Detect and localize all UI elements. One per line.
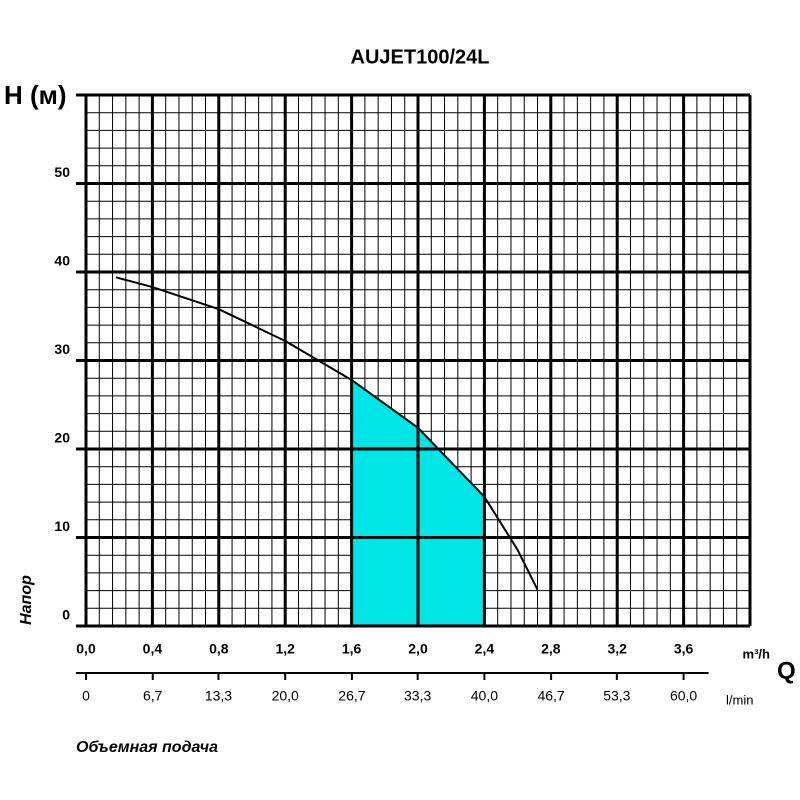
x2-tick-label: 53,3 xyxy=(603,688,630,704)
y-tick-label: 0 xyxy=(62,607,70,623)
x-caption: Объемная подача xyxy=(76,739,218,756)
x-tick-label: 0,4 xyxy=(143,641,163,657)
x-tick-label: 3,2 xyxy=(607,641,627,657)
chart-title: AUJET100/24L xyxy=(351,46,490,68)
y-tick-label: 30 xyxy=(54,341,70,357)
x-tick-label: 2,0 xyxy=(408,641,428,657)
x2-tick-label: 6,7 xyxy=(143,688,163,704)
x2-tick-label: 60,0 xyxy=(670,688,697,704)
x-unit: m³/h xyxy=(743,646,771,661)
x-tick-label: 0,0 xyxy=(76,641,96,657)
x2-tick-label: 46,7 xyxy=(537,688,564,704)
x-tick-label: 0,8 xyxy=(209,641,229,657)
y-tick-label: 20 xyxy=(54,430,70,446)
x2-tick-label: 40,0 xyxy=(471,688,498,704)
y-axis-label: H (м) xyxy=(4,80,67,110)
x2-tick-label: 20,0 xyxy=(272,688,299,704)
x2-tick-label: 33,3 xyxy=(404,688,431,704)
x-tick-label: 2,4 xyxy=(475,641,495,657)
x2-tick-label: 13,3 xyxy=(205,688,232,704)
x-tick-label: 2,8 xyxy=(541,641,561,657)
x-tick-label: 1,6 xyxy=(342,641,362,657)
x2-tick-label: 0 xyxy=(82,688,90,704)
y-tick-label: 10 xyxy=(54,518,70,534)
x2-unit: l/min xyxy=(726,692,753,707)
x-tick-label: 1,2 xyxy=(275,641,295,657)
x-symbol: Q xyxy=(777,657,796,684)
x2-tick-label: 26,7 xyxy=(338,688,365,704)
y-caption: Напор xyxy=(18,575,35,625)
y-tick-label: 50 xyxy=(54,164,70,180)
curve xyxy=(115,276,539,591)
y-tick-label: 40 xyxy=(54,253,70,269)
x-tick-label: 3,6 xyxy=(674,641,694,657)
